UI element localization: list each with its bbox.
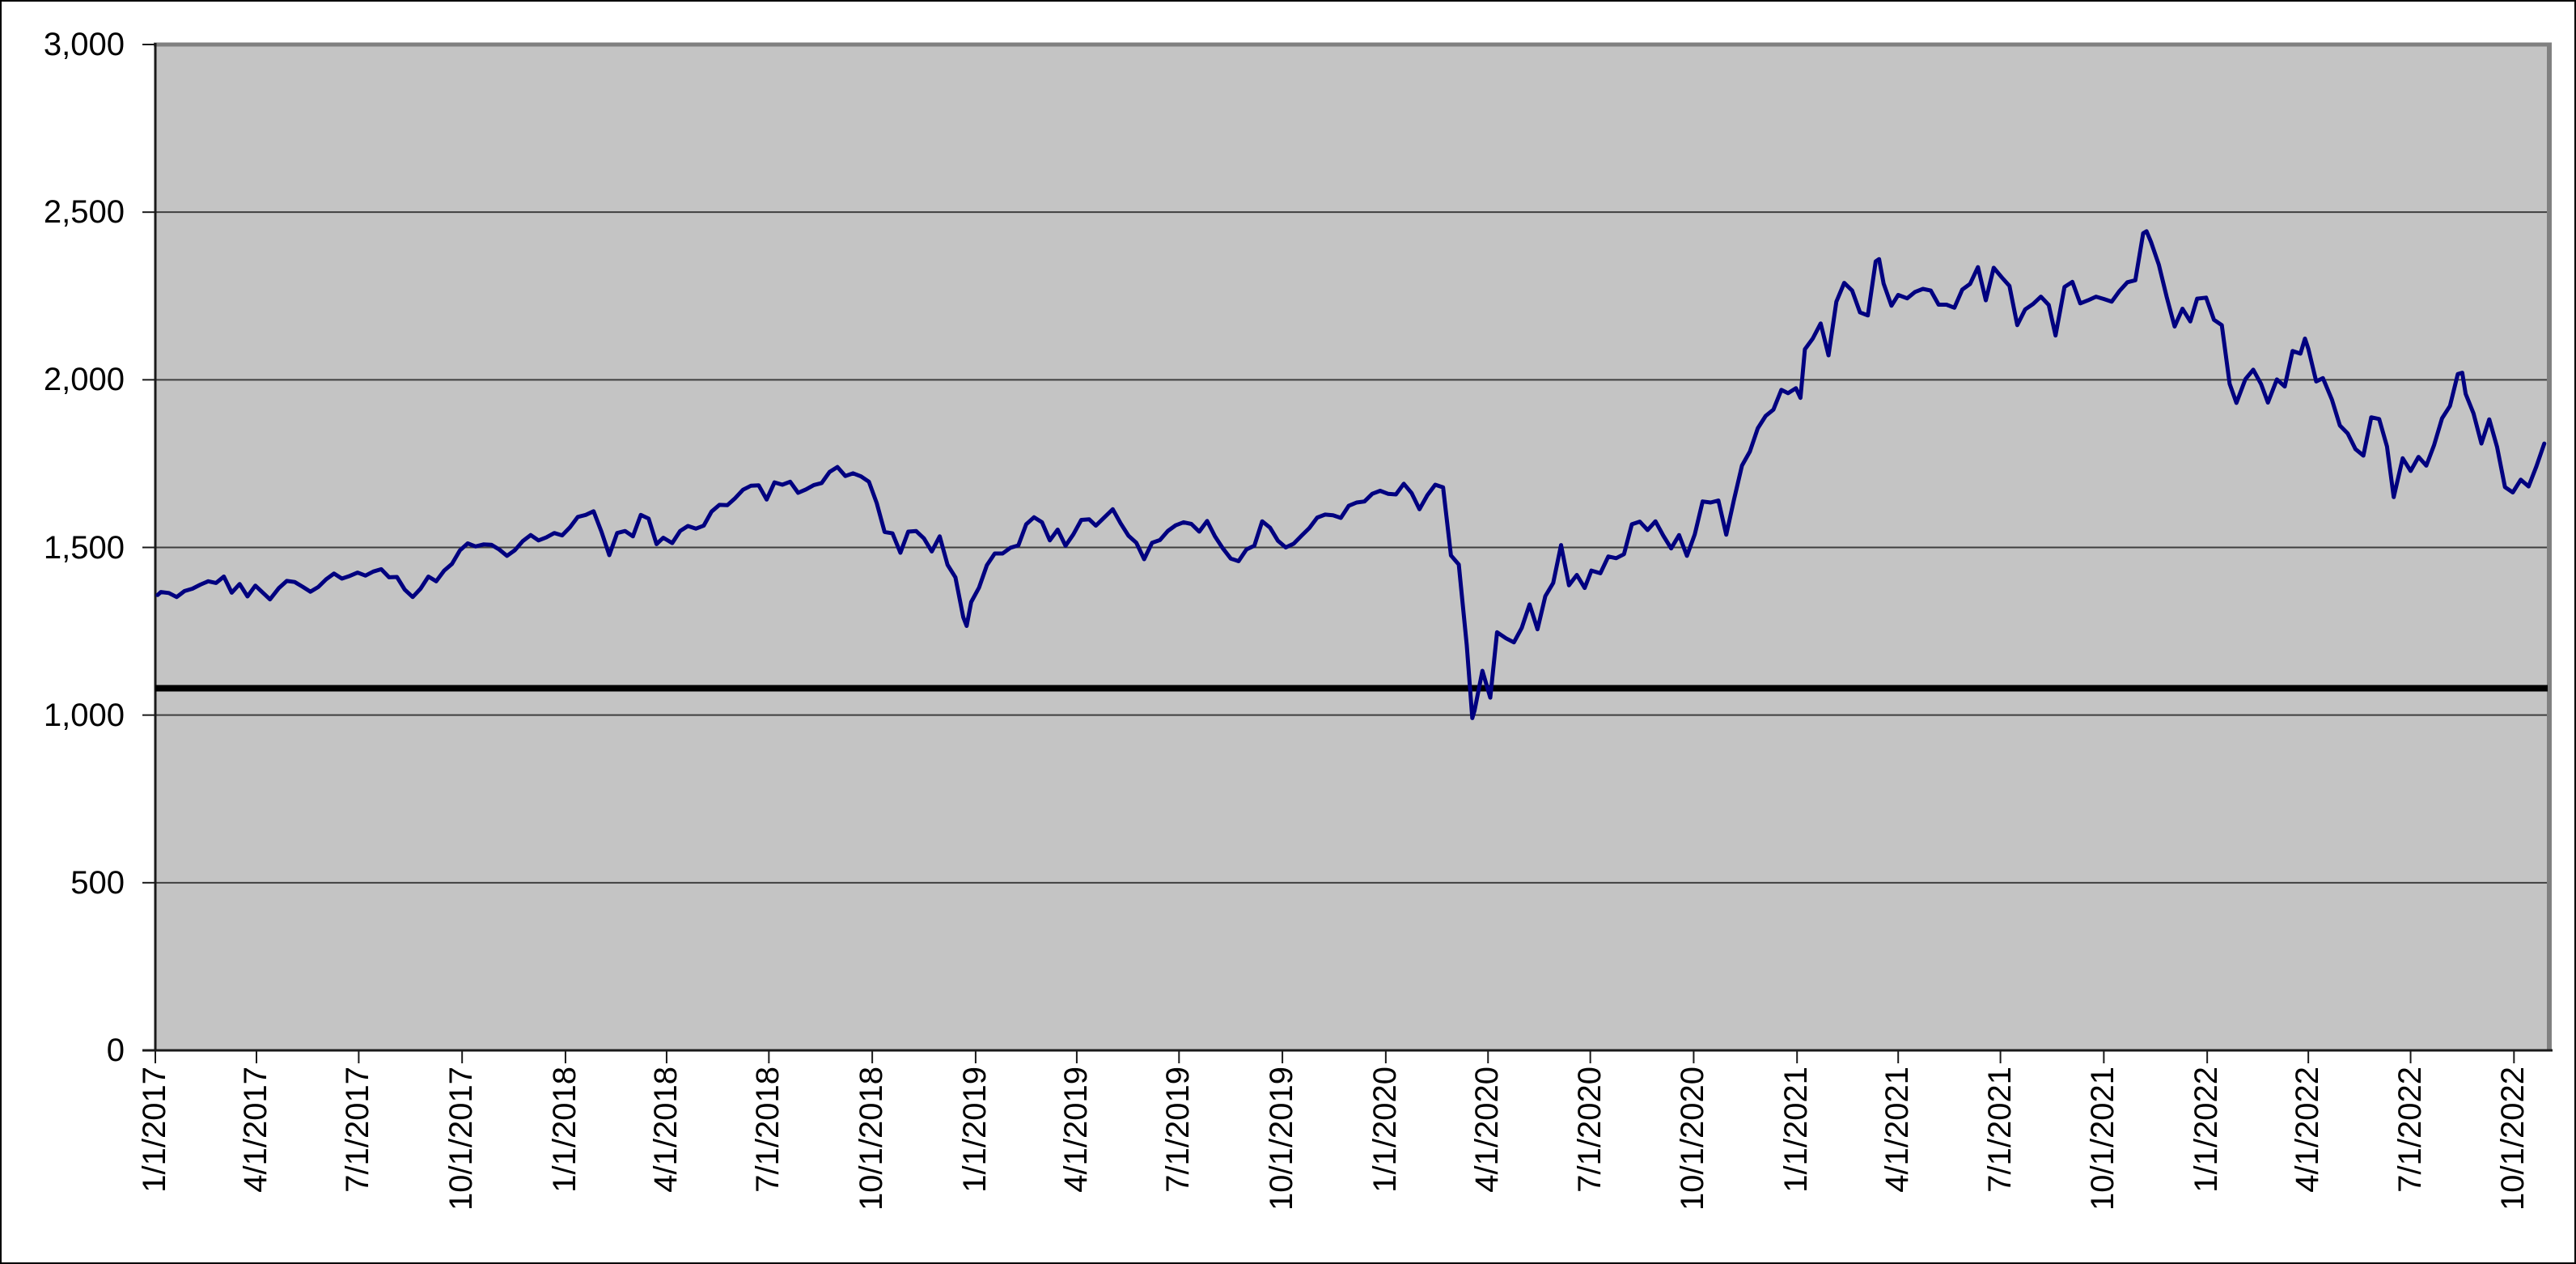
y-axis-label: 2,500 bbox=[43, 194, 125, 231]
x-axis-label: 10/1/2018 bbox=[854, 1067, 890, 1211]
y-axis-label: 0 bbox=[106, 1033, 125, 1068]
x-axis-label: 4/1/2017 bbox=[238, 1067, 273, 1193]
x-axis-label: 7/1/2021 bbox=[1981, 1067, 2018, 1193]
x-axis-label: 7/1/2018 bbox=[750, 1067, 786, 1193]
x-axis-label: 7/1/2020 bbox=[1571, 1067, 1608, 1193]
price-line-series bbox=[155, 229, 2547, 720]
x-axis-label: 4/1/2019 bbox=[1057, 1067, 1094, 1193]
x-axis-label: 4/1/2020 bbox=[1469, 1067, 1506, 1193]
x-axis-label: 1/1/2019 bbox=[956, 1067, 993, 1193]
x-axis-label: 1/1/2022 bbox=[2188, 1067, 2225, 1193]
x-axis-label: 10/1/2020 bbox=[1675, 1067, 1711, 1211]
y-axis-label: 1,000 bbox=[43, 697, 125, 733]
x-axis-label: 10/1/2021 bbox=[2085, 1067, 2121, 1211]
y-axis-label: 2,000 bbox=[43, 362, 125, 398]
x-axis-label: 7/1/2022 bbox=[2392, 1067, 2428, 1193]
y-axis-label: 500 bbox=[70, 864, 125, 901]
x-axis-label: 10/1/2019 bbox=[1264, 1067, 1300, 1211]
x-axis-label: 4/1/2021 bbox=[1879, 1067, 1916, 1193]
y-axis-label: 1,500 bbox=[43, 529, 125, 566]
x-axis-label: 10/1/2017 bbox=[443, 1067, 480, 1211]
x-axis-label: 1/1/2020 bbox=[1366, 1067, 1403, 1193]
y-axis-label: 3,000 bbox=[43, 27, 125, 62]
x-axis-label: 10/1/2022 bbox=[2495, 1067, 2532, 1211]
x-axis-label: 7/1/2019 bbox=[1160, 1067, 1197, 1193]
x-axis-label: 1/1/2021 bbox=[1778, 1067, 1815, 1193]
x-axis-label: 1/1/2017 bbox=[137, 1067, 172, 1193]
x-axis-label: 4/1/2022 bbox=[2290, 1067, 2326, 1193]
x-axis-label: 1/1/2018 bbox=[546, 1067, 583, 1193]
x-axis-label: 4/1/2018 bbox=[647, 1067, 684, 1193]
x-axis-label: 7/1/2017 bbox=[340, 1067, 376, 1193]
